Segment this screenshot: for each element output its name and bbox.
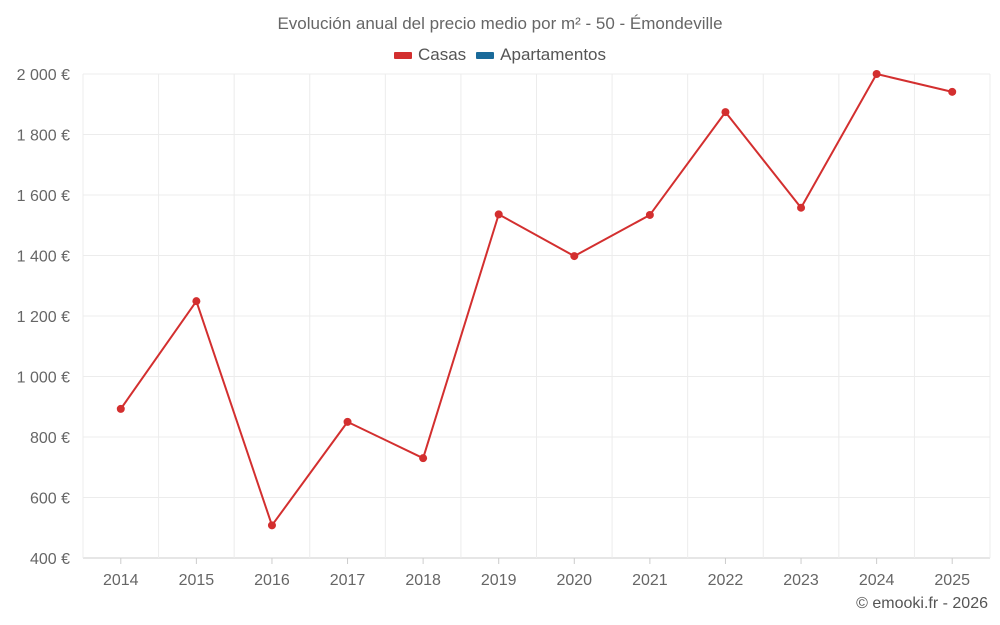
x-tick-label: 2019: [481, 572, 517, 589]
data-point: [948, 87, 957, 96]
data-point: [570, 252, 579, 261]
x-tick-label: 2020: [556, 572, 592, 589]
y-tick-label: 1 800 €: [17, 128, 70, 145]
data-point: [192, 297, 201, 306]
legend-item-apartamentos[interactable]: Apartamentos: [476, 45, 606, 65]
y-tick-label: 2 000 €: [17, 67, 70, 84]
x-tick-label: 2024: [859, 572, 895, 589]
y-tick-label: 1 200 €: [17, 309, 70, 326]
y-tick-label: 400 €: [30, 551, 70, 568]
chart-title: Evolución anual del precio medio por m² …: [277, 14, 723, 33]
x-tick-label: 2017: [330, 572, 366, 589]
y-tick-label: 600 €: [30, 491, 70, 508]
data-point: [494, 210, 503, 219]
legend-swatch-casas: [393, 51, 412, 59]
x-tick-label: 2022: [708, 572, 744, 589]
series-line-casas: [119, 73, 953, 527]
data-point: [872, 70, 881, 78]
legend-label-casas: Casas: [417, 45, 467, 64]
y-tick-label: 800 €: [30, 430, 70, 447]
x-tick-label: 2015: [179, 572, 215, 589]
y-tick-label: 1 600 €: [17, 188, 70, 205]
x-tick-label: 2021: [632, 572, 668, 589]
legend-swatch-apartamentos: [476, 51, 495, 59]
data-point: [721, 108, 730, 117]
data-point: [267, 521, 276, 530]
x-tick-label: 2023: [783, 572, 819, 589]
data-point: [645, 210, 654, 219]
data-point: [419, 454, 428, 463]
data-point: [116, 404, 125, 413]
legend: Casas Apartamentos: [0, 45, 1000, 65]
x-tick-label: 2025: [934, 572, 970, 589]
x-tick-label: 2016: [254, 572, 290, 589]
data-point: [343, 417, 352, 426]
x-tick-label: 2018: [405, 572, 441, 589]
data-point: [797, 203, 806, 212]
credit-text: © emooki.fr - 2026: [856, 595, 988, 612]
y-tick-label: 1 400 €: [17, 249, 70, 266]
legend-label-apartamentos: Apartamentos: [500, 45, 607, 64]
y-tick-label: 1 000 €: [17, 370, 70, 387]
legend-item-casas[interactable]: Casas: [393, 45, 467, 65]
x-tick-label: 2014: [103, 572, 139, 589]
